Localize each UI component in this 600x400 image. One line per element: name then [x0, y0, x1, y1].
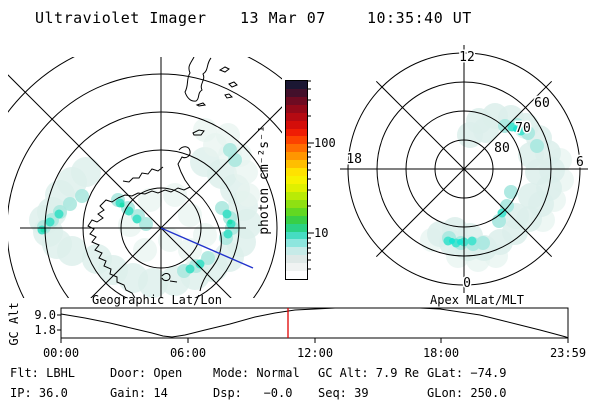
- colorbar-band: [286, 104, 307, 113]
- strip-xtick-00:00: 00:00: [42, 346, 80, 360]
- time-label: 10:35:40 UT: [367, 9, 472, 27]
- antarctica-coastlines: [87, 57, 238, 298]
- mlt-label-12: 12: [459, 50, 475, 65]
- status-flt: Flt: LBHL: [10, 366, 76, 380]
- colorbar-band: [286, 176, 307, 184]
- colorbar-band: [286, 168, 307, 177]
- colorbar-band: [286, 247, 307, 256]
- strip-chart: [57, 307, 569, 343]
- colorbar-band: [286, 255, 307, 264]
- mlat-label-80: 80: [494, 141, 510, 156]
- status-mode: Mode: Normal: [213, 366, 300, 380]
- strip-xtick-06:00: 06:00: [169, 346, 207, 360]
- geographic-plot-caption: Geographic Lat/Lon: [91, 293, 223, 307]
- colorbar-tick-10: 10: [314, 226, 329, 240]
- colorbar-band: [286, 191, 307, 200]
- colorbar-tick-100: 100: [314, 136, 336, 150]
- status-ip: IP: 36.0: [10, 386, 68, 400]
- colorbar-band: [286, 128, 307, 137]
- status-glon: GLon: 250.0: [427, 386, 507, 400]
- strip-xtick-12:00: 12:00: [296, 346, 334, 360]
- geographic-aurora-image: [29, 118, 262, 298]
- colorbar-band: [286, 239, 307, 248]
- mlat-label-70: 70: [515, 121, 531, 136]
- colorbar-band: [286, 231, 307, 240]
- status-glat: GLat: −74.9: [427, 366, 507, 380]
- colorbar-band: [286, 271, 307, 280]
- status-gc-alt: GC Alt: 7.9 Re: [318, 366, 420, 380]
- colorbar-band: [286, 160, 307, 169]
- photon-flux-colorbar: [285, 80, 308, 280]
- strip-chart-ylabel: GC Alt: [7, 302, 21, 345]
- strip-xtick-23:59: 23:59: [549, 346, 587, 360]
- colorbar-band: [286, 144, 307, 153]
- mlt-label-6: 6: [576, 155, 584, 170]
- status-dsp: Dsp: −0.0: [213, 386, 293, 400]
- strip-ytick-1.8: 1.8: [34, 323, 56, 337]
- colorbar-band: [286, 81, 307, 89]
- status-seq: Seq: 39: [318, 386, 369, 400]
- strip-xtick-18:00: 18:00: [422, 346, 460, 360]
- apex-plot-caption: Apex MLat/MLT: [430, 293, 524, 307]
- colorbar-band: [286, 96, 307, 105]
- colorbar-band: [286, 88, 307, 97]
- app-title: Ultraviolet Imager: [35, 9, 207, 27]
- colorbar-band: [286, 120, 307, 129]
- colorbar-band: [286, 183, 307, 192]
- colorbar-band: [286, 152, 307, 161]
- orbit-track-line: [160, 227, 254, 269]
- colorbar-band: [286, 263, 307, 272]
- mlat-label-60: 60: [534, 96, 550, 111]
- apex-mlat-mlt-grid: [340, 45, 588, 293]
- colorbar-unit-label: photon cm⁻²s⁻¹: [257, 125, 272, 235]
- apex-aurora-image: [420, 103, 574, 272]
- mlt-label-18: 18: [346, 152, 362, 167]
- mlt-label-0: 0: [463, 276, 471, 291]
- colorbar-band: [286, 223, 307, 232]
- status-gain: Gain: 14: [110, 386, 168, 400]
- colorbar-band: [286, 215, 307, 224]
- colorbar-ticks: [307, 80, 314, 270]
- strip-ytick-9: 9.0: [34, 308, 56, 322]
- colorbar-band: [286, 199, 307, 208]
- status-door: Door: Open: [110, 366, 183, 380]
- colorbar-band: [286, 112, 307, 121]
- date-label: 13 Mar 07: [240, 9, 326, 27]
- colorbar-band: [286, 207, 307, 216]
- colorbar-band: [286, 136, 307, 145]
